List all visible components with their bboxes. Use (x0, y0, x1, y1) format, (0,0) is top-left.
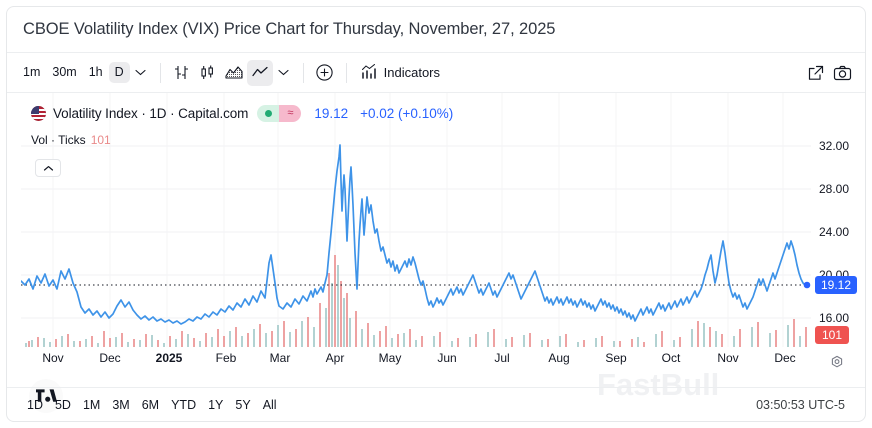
timeframe-d[interactable]: D (108, 62, 130, 83)
legend-title: Volatility Index · 1D · Capital.com (53, 106, 249, 121)
data-delayed-icon: ≈ (279, 105, 302, 122)
axis-settings-icon[interactable] (829, 355, 845, 371)
toolbar-divider-1 (159, 62, 161, 83)
range-all[interactable]: All (262, 397, 277, 412)
timeframe-1h[interactable]: 1h (88, 65, 103, 80)
range-selector-bar: 1D 5D 1M 3M 6M YTD 1Y 5Y All 03:50:53 UT… (7, 387, 865, 421)
time-tick-12: Nov (717, 351, 739, 365)
chevron-up-icon[interactable] (35, 159, 61, 177)
chart-legend[interactable]: Volatility Index · 1D · Capital.com ≈ 19… (31, 105, 453, 122)
chart-area[interactable]: 32.00 28.00 24.00 20.00 16.00 19.12 101 … (7, 93, 865, 421)
range-1d[interactable]: 1D (27, 397, 43, 412)
time-tick-0: Nov (42, 351, 64, 365)
volume-bars (25, 255, 807, 347)
us-flag-icon (31, 106, 46, 121)
legend-change: +0.02 (+0.10%) (360, 106, 454, 121)
time-tick-10: Sep (605, 351, 627, 365)
status-badge[interactable]: ≈ (257, 105, 302, 122)
volume-legend[interactable]: Vol · Ticks 101 (31, 133, 111, 147)
time-tick-3: Feb (215, 351, 237, 365)
chevron-down-icon[interactable] (130, 62, 152, 84)
chart-toolbar: 1m 30m 1h D (7, 53, 865, 93)
price-tick-4: 16.00 (819, 311, 850, 325)
range-5d[interactable]: 5D (54, 397, 71, 412)
tradingview-logo-icon (29, 379, 63, 413)
time-tick-2: 2025 (155, 351, 183, 365)
current-price-badge: 19.12 (815, 276, 858, 294)
last-price-dot (803, 281, 811, 289)
horizontal-gridlines (21, 145, 811, 319)
camera-icon[interactable] (829, 60, 855, 86)
title-bar: CBOE Volatility Index (VIX) Price Chart … (7, 7, 865, 53)
timeframe-30m[interactable]: 30m (52, 65, 77, 80)
legend-price: 19.12 (314, 106, 349, 121)
price-tick-0: 32.00 (819, 139, 850, 153)
range-1y[interactable]: 1Y (208, 397, 224, 412)
time-tick-9: Aug (548, 351, 570, 365)
volume-value-badge: 101 (815, 326, 850, 344)
price-line (20, 144, 808, 325)
range-3m[interactable]: 3M (112, 397, 130, 412)
price-tick-1: 28.00 (819, 182, 850, 196)
plus-circle-icon[interactable] (312, 60, 338, 86)
indicators-icon (361, 63, 378, 83)
toolbar-divider-3 (345, 62, 347, 83)
timeframe-1m[interactable]: 1m (23, 65, 41, 80)
time-tick-7: Jun (437, 351, 457, 365)
indicators-button[interactable]: Indicators (355, 60, 446, 86)
time-tick-11: Oct (661, 351, 681, 365)
range-1m[interactable]: 1M (82, 397, 101, 412)
range-5y[interactable]: 5Y (235, 397, 251, 412)
volume-legend-value: 101 (90, 133, 111, 147)
candlestick-chart-icon[interactable] (195, 60, 221, 86)
volume-legend-label: Vol · Ticks (31, 133, 86, 147)
range-ytd[interactable]: YTD (171, 397, 197, 412)
time-tick-1: Dec (99, 351, 121, 365)
time-tick-6: May (378, 351, 402, 365)
time-tick-5: Apr (325, 351, 345, 365)
price-plot[interactable] (20, 93, 811, 347)
time-tick-8: Jul (494, 351, 510, 365)
price-plot-svg (20, 93, 811, 347)
chart-card: CBOE Volatility Index (VIX) Price Chart … (6, 6, 866, 422)
line-chart-icon[interactable] (246, 59, 273, 86)
time-tick-4: Mar (269, 351, 291, 365)
range-6m[interactable]: 6M (141, 397, 160, 412)
area-chart-icon[interactable] (221, 60, 247, 86)
page-title: CBOE Volatility Index (VIX) Price Chart … (23, 20, 556, 38)
external-link-icon[interactable] (803, 60, 829, 86)
price-tick-2: 24.00 (819, 225, 850, 239)
bar-chart-icon[interactable] (169, 60, 195, 86)
market-open-dot-icon (257, 105, 280, 122)
price-axis[interactable]: 32.00 28.00 24.00 20.00 16.00 19.12 101 (813, 93, 865, 347)
vertical-gridlines (52, 93, 784, 347)
toolbar-divider-2 (302, 62, 304, 83)
site-watermark: FastBull (597, 367, 720, 402)
clock-label: 03:50:53 UTC-5 (756, 397, 845, 412)
time-tick-13: Dec (774, 351, 796, 365)
indicators-label: Indicators (383, 65, 441, 80)
time-axis[interactable]: Nov Dec 2025 Feb Mar Apr May Jun Jul Aug… (21, 351, 811, 373)
chart-type-chevron-down-icon[interactable] (273, 62, 295, 84)
